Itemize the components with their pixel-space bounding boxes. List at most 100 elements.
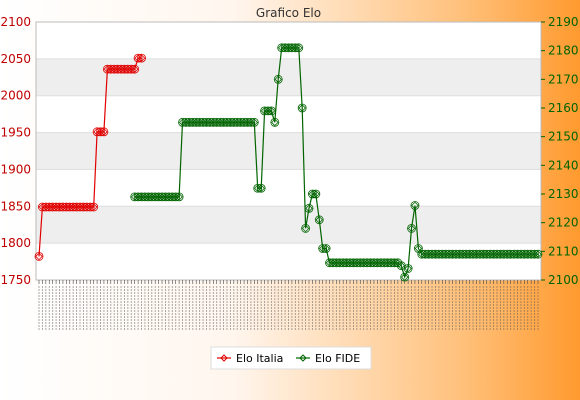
data-point	[182, 118, 190, 127]
data-point	[503, 250, 512, 258]
grid-band	[36, 243, 541, 280]
data-point-ring	[533, 249, 543, 259]
data-point	[168, 193, 177, 201]
data-point	[517, 250, 525, 258]
data-point	[305, 204, 313, 213]
data-point-ring	[34, 252, 44, 261]
data-point	[83, 203, 91, 211]
data-point-ring	[410, 201, 420, 210]
legend-label: Elo Italia	[236, 352, 283, 365]
data-point-ring	[297, 103, 307, 113]
data-point	[202, 118, 211, 127]
data-point	[431, 250, 440, 258]
data-point	[175, 193, 183, 201]
left-y-axis: 1750 1800 1850 1900 1950 2000 2050 2100	[0, 15, 31, 287]
legend[interactable]: Elo Italia Elo FIDE	[210, 346, 372, 370]
data-point	[496, 250, 505, 258]
data-point	[69, 203, 77, 211]
data-point	[493, 250, 501, 258]
data-point	[141, 193, 149, 201]
data-point	[233, 118, 241, 127]
data-point	[52, 203, 60, 211]
data-point	[65, 203, 74, 211]
data-point	[506, 250, 515, 258]
data-point	[59, 203, 67, 211]
data-point-ring	[263, 106, 273, 116]
data-point	[397, 261, 406, 270]
data-point	[219, 118, 228, 127]
data-point	[253, 184, 262, 193]
data-point	[199, 118, 207, 127]
data-point	[117, 65, 125, 73]
data-point-ring	[321, 244, 331, 253]
data-point	[366, 259, 375, 267]
data-point	[120, 65, 129, 73]
data-point	[400, 273, 409, 281]
data-point	[459, 250, 467, 258]
data-point	[100, 128, 108, 136]
data-point	[55, 203, 64, 211]
data-point	[325, 259, 334, 267]
data-point	[520, 250, 529, 258]
data-point-ring	[137, 53, 146, 63]
data-point	[38, 203, 47, 211]
data-point	[267, 107, 276, 115]
right-tick-label: 2190	[548, 15, 579, 29]
series-0	[34, 53, 146, 261]
data-point	[353, 259, 361, 267]
data-point-ring	[318, 244, 328, 253]
data-point-ring	[400, 272, 410, 282]
data-point	[390, 259, 399, 267]
data-point-ring	[89, 202, 99, 212]
data-point-ring	[133, 53, 143, 63]
data-point	[411, 201, 419, 210]
right-tick-label: 2180	[548, 44, 579, 58]
data-point	[455, 250, 464, 258]
data-point	[264, 107, 272, 115]
data-point	[236, 118, 245, 127]
data-point	[530, 250, 539, 258]
grid-band	[36, 22, 541, 59]
data-point	[339, 259, 347, 267]
data-point	[469, 250, 477, 258]
data-point	[185, 118, 194, 127]
data-point-ring	[314, 215, 324, 225]
data-point	[223, 118, 231, 127]
data-point	[206, 118, 214, 127]
data-point	[349, 259, 358, 267]
data-point-ring	[290, 43, 300, 53]
grid-band	[36, 132, 541, 170]
grid-band	[36, 95, 541, 133]
grid-band	[36, 58, 541, 96]
data-point	[271, 118, 279, 127]
data-point	[110, 65, 118, 73]
data-point	[158, 193, 166, 201]
data-point	[154, 193, 163, 201]
data-point	[274, 75, 283, 84]
data-point	[424, 250, 433, 258]
data-point-ring	[246, 117, 256, 127]
grid-bands	[35, 21, 542, 281]
data-point	[45, 203, 54, 211]
left-tick-label: 1850	[0, 199, 31, 213]
data-point-ring	[294, 43, 304, 53]
data-point	[134, 193, 142, 201]
right-y-axis: 2100 2110 2120 2130 2140 2150 2160 2170 2180 2190	[541, 15, 579, 287]
data-point	[76, 203, 84, 211]
data-point-ring	[126, 64, 136, 74]
data-point	[281, 44, 289, 52]
data-point	[79, 203, 88, 211]
data-point	[301, 224, 310, 233]
data-point	[418, 250, 426, 258]
data-point	[448, 250, 457, 258]
data-point	[96, 128, 105, 136]
data-point-ring	[530, 249, 539, 259]
data-point	[257, 184, 265, 193]
data-point	[107, 65, 115, 73]
grid-band	[36, 169, 541, 207]
data-point-ring	[130, 64, 140, 74]
data-point	[315, 216, 324, 224]
data-point	[209, 118, 218, 127]
data-point	[435, 250, 443, 258]
